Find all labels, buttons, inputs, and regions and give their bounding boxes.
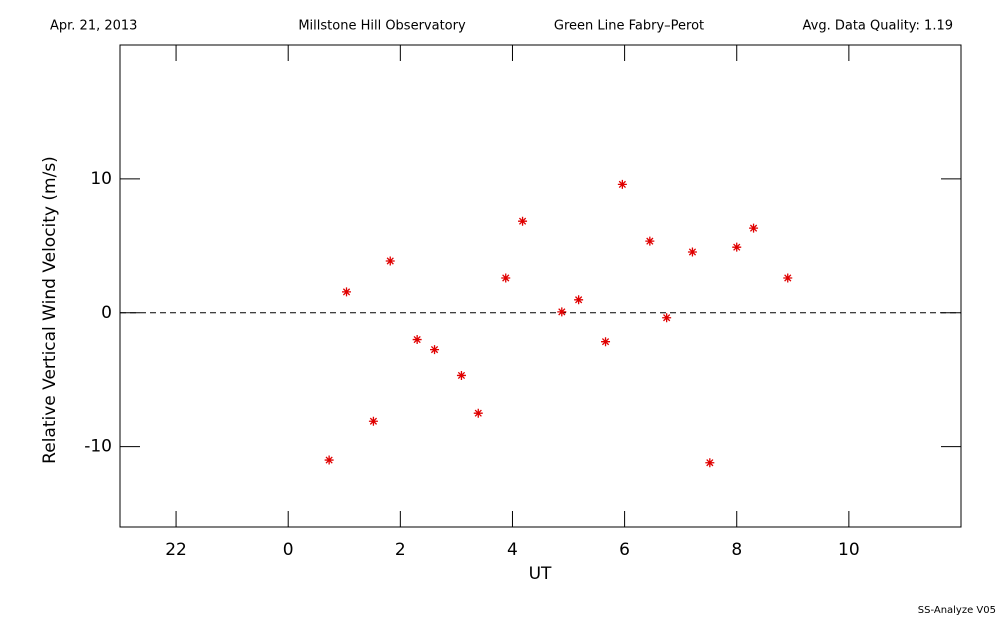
header-quality: Avg. Data Quality: 1.19: [803, 19, 953, 34]
x-axis-label: UT: [529, 564, 552, 584]
x-tick-label: 22: [165, 540, 187, 560]
x-tick-label: 0: [283, 540, 294, 560]
x-tick-label: 2: [395, 540, 406, 560]
data-point: [456, 370, 466, 380]
data-point: [368, 416, 378, 426]
y-axis-label: Relative Vertical Wind Velocity (m/s): [40, 156, 60, 464]
plot-frame: [119, 44, 962, 528]
data-point: [342, 287, 352, 297]
data-point: [557, 307, 567, 317]
data-point: [385, 256, 395, 266]
y-tick-label: 10: [90, 169, 112, 189]
header-observatory: Millstone Hill Observatory: [298, 19, 466, 34]
data-point: [430, 345, 440, 355]
data-point: [617, 179, 627, 189]
data-point: [687, 247, 697, 257]
data-point: [601, 337, 611, 347]
x-tick-label: 10: [838, 540, 860, 560]
data-point: [645, 236, 655, 246]
data-point: [501, 273, 511, 283]
y-tick-label: -10: [84, 437, 112, 457]
data-point: [783, 273, 793, 283]
data-point: [324, 455, 334, 465]
header-instrument: Green Line Fabry–Perot: [554, 19, 704, 34]
data-point: [732, 242, 742, 252]
data-point: [574, 295, 584, 305]
header-date: Apr. 21, 2013: [50, 19, 137, 34]
footer: SS-Analyze V05: [918, 605, 996, 616]
x-tick-label: 8: [731, 540, 742, 560]
data-point: [662, 313, 672, 323]
x-tick-label: 6: [619, 540, 630, 560]
data-point: [412, 335, 422, 345]
data-point: [518, 216, 528, 226]
x-tick-label: 4: [507, 540, 518, 560]
data-point: [749, 223, 759, 233]
y-tick-label: 0: [101, 303, 112, 323]
data-point: [705, 458, 715, 468]
data-point: [473, 408, 483, 418]
